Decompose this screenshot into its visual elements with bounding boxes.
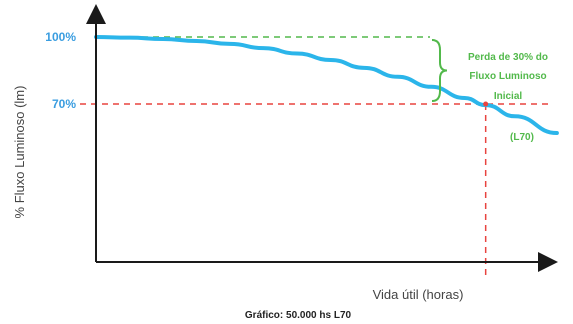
ytick-label-100: 100% <box>45 30 76 44</box>
y-axis-label: % Fluxo Luminoso (lm) <box>12 86 27 219</box>
l70-label: (L70) <box>510 132 534 143</box>
x-axis-label: Vida útil (horas) <box>373 287 464 302</box>
ytick-label-70: 70% <box>52 97 76 111</box>
loss-annotation-line-2: Fluxo Luminoso <box>469 71 546 82</box>
chart-caption: Gráfico: 50.000 hs L70 <box>245 310 352 321</box>
loss-annotation-line-3: Inicial <box>494 91 523 102</box>
l70-intersection-point <box>483 101 489 107</box>
loss-brace <box>431 39 448 102</box>
loss-annotation-line-1: Perda de 30% do <box>468 52 548 63</box>
series-layer <box>94 35 559 136</box>
